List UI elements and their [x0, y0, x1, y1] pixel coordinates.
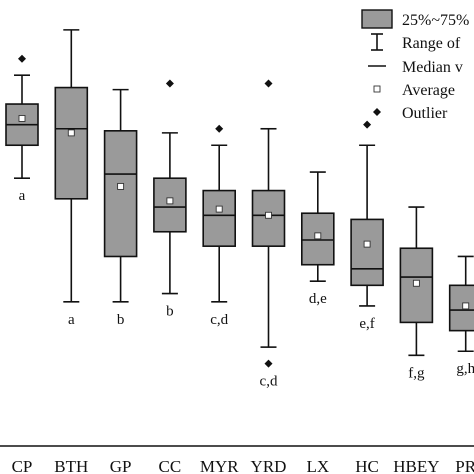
group-label: a: [68, 312, 75, 328]
box-gp: b: [103, 88, 138, 328]
iqr-box: [54, 86, 89, 200]
iqr-box: [103, 130, 138, 258]
iqr-box: [202, 189, 236, 247]
box-lx: d,e: [300, 171, 335, 307]
x-tick-label: MYR: [200, 457, 239, 474]
group-label: d,e: [309, 291, 327, 307]
box-bth: a: [54, 29, 89, 328]
outlier-marker: [165, 79, 174, 88]
group-label: g,h: [456, 361, 474, 377]
mean-marker: [363, 240, 371, 248]
x-tick-label: CC: [159, 457, 182, 474]
group-label: b: [117, 312, 125, 328]
iqr-box: [448, 284, 474, 332]
legend-entry: 25%~75%: [402, 12, 469, 29]
outlier-marker: [215, 124, 224, 133]
iqr-box: [350, 218, 384, 287]
x-tick-label: CP: [12, 457, 33, 474]
box-cp: a: [5, 54, 39, 204]
mean-marker: [462, 302, 470, 310]
x-tick-label: PR: [455, 457, 474, 474]
box-hc: e,f: [350, 120, 384, 332]
iqr-box: [153, 177, 187, 233]
mean-marker: [265, 211, 272, 219]
box-myr: c,d: [202, 124, 236, 328]
x-tick-label: HC: [355, 457, 379, 474]
legend-entry: Outlier: [402, 105, 448, 122]
legend-entry: Median v: [402, 59, 463, 76]
outlier-marker: [363, 120, 372, 129]
mean-marker: [18, 115, 26, 122]
mean-marker: [215, 205, 223, 213]
outlier-marker: [264, 359, 273, 368]
group-label: c,d: [210, 312, 228, 328]
mean-marker: [117, 182, 125, 190]
box-pr: g,h: [448, 255, 474, 377]
legend: 25%~75% Range of Median v Average Outlier: [361, 9, 469, 122]
box-cc: b: [153, 79, 187, 320]
legend-entry: Average: [402, 82, 455, 99]
x-tick-label: LX: [306, 457, 329, 474]
legend-outlier-swatch: [373, 108, 381, 116]
group-label: b: [166, 304, 174, 320]
group-label: c,d: [260, 374, 278, 390]
group-label: f,g: [408, 365, 425, 381]
plot-area: a a b b c,d c,d d,e e,f f,g g,h: [5, 29, 474, 390]
legend-box-swatch: [361, 9, 393, 29]
box-yrd: c,d: [251, 79, 286, 390]
mean-marker: [67, 129, 75, 137]
mean-marker: [412, 279, 420, 287]
mean-marker: [166, 197, 174, 205]
group-label: e,f: [359, 316, 374, 332]
outlier-marker: [18, 54, 26, 63]
outlier-marker: [264, 79, 273, 88]
box-hbey: f,g: [399, 206, 434, 381]
legend-average-swatch: [373, 85, 381, 93]
x-tick-label: YRD: [251, 457, 287, 474]
x-tick-label: BTH: [54, 457, 88, 474]
x-tick-label: GP: [110, 457, 132, 474]
x-tick-label: HBEY: [393, 457, 439, 474]
group-label: a: [19, 188, 26, 204]
legend-entry: Range of: [402, 35, 461, 52]
mean-marker: [314, 232, 322, 240]
x-axis: CP BTH GP CC MYR YRD LX HC HBEY PR: [0, 445, 474, 474]
